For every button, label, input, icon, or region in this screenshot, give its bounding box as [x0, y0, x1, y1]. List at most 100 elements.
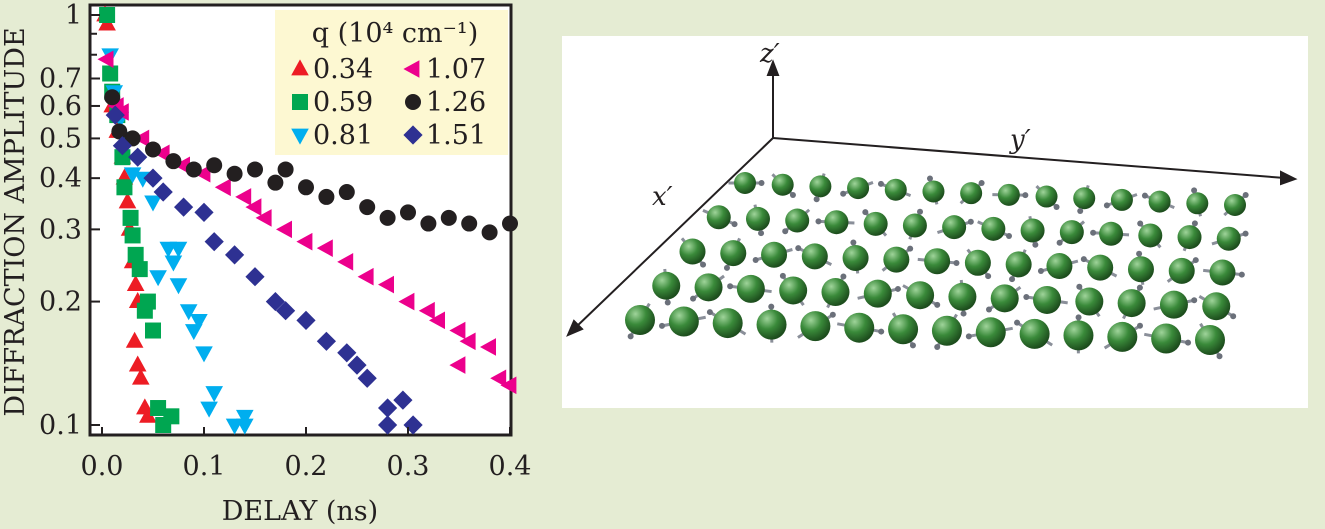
atom-sphere — [1110, 188, 1133, 211]
atom-sphere — [906, 281, 935, 310]
legend-label: 0.34 — [313, 54, 373, 85]
data-point-square — [139, 293, 156, 310]
spin-arrow-head-icon — [907, 245, 914, 252]
spin-arrow-icon — [1078, 184, 1090, 212]
data-point-circle — [165, 153, 182, 170]
legend-title: q (10⁴ cm⁻¹) — [312, 18, 479, 49]
spin-arrow-icon — [629, 302, 651, 338]
spin-arrow-icon — [1143, 332, 1189, 345]
spin-arrow-head-icon — [1090, 229, 1097, 236]
atom-sphere — [997, 183, 1020, 206]
data-point-triangle-left — [133, 129, 150, 148]
spin-arrow-head-icon — [1056, 239, 1063, 246]
spin-arrow-icon — [709, 310, 747, 336]
spin-arrow-head-icon — [768, 303, 775, 310]
spin-arrow-icon — [1083, 257, 1118, 278]
atom-sphere — [736, 274, 765, 303]
legend-marker-square — [292, 94, 308, 110]
atom-sphere — [1127, 256, 1154, 283]
data-point-square — [124, 227, 141, 244]
data-point-square — [145, 322, 161, 339]
atom-sphere — [679, 238, 706, 265]
data-point-circle — [379, 209, 396, 226]
spin-arrow-icon — [797, 246, 833, 266]
y-tick-label: 0.6 — [39, 91, 82, 122]
spin-arrow-icon — [1153, 298, 1195, 311]
y-tick-label: 0.7 — [39, 64, 82, 95]
atom-sphere — [821, 278, 850, 307]
data-point-diamond — [265, 291, 285, 312]
data-point-circle — [420, 215, 437, 232]
data-point-diamond — [153, 182, 173, 202]
data-point-triangle-down — [164, 255, 183, 272]
legend-label: 1.51 — [426, 120, 486, 151]
spin-arrow-icon — [1026, 295, 1068, 305]
atom-sphere — [734, 172, 756, 194]
spin-arrow-icon — [836, 322, 882, 334]
atom-sphere — [1035, 185, 1058, 208]
spin-arrow-head-icon — [840, 273, 847, 280]
atom-sphere — [824, 210, 849, 235]
atom-sphere — [1019, 318, 1050, 349]
data-point-triangle-left — [459, 332, 476, 351]
atom-sphere — [1148, 190, 1171, 213]
atom-sphere — [761, 241, 788, 268]
spin-arrow-icon — [1040, 259, 1079, 273]
spin-arrow-head-icon — [1006, 232, 1013, 239]
spin-arrow-head-icon — [877, 180, 884, 187]
data-point-circle — [318, 188, 335, 205]
data-point-triangle-left — [235, 188, 252, 206]
atom-sphere — [1202, 292, 1231, 321]
atom-sphere — [712, 308, 743, 339]
spin-arrow-head-icon — [1032, 241, 1039, 248]
data-point-triangle-down — [149, 270, 167, 287]
legend-marker-triangle-up — [291, 59, 309, 76]
spin-arrow-head-icon — [731, 221, 738, 228]
y-axis-label: DIFFRACTION AMPLITUDE — [0, 27, 31, 416]
data-point-triangle-left — [449, 356, 466, 374]
data-point-triangle-down — [185, 324, 203, 341]
atom-sphere — [785, 208, 810, 233]
spin-arrow-head-icon — [690, 295, 697, 302]
spin-arrow-icon — [784, 208, 811, 233]
atom-sphere — [1177, 225, 1202, 250]
spin-arrow-icon — [1010, 249, 1027, 280]
spin-arrow-head-icon — [1103, 202, 1110, 209]
atom-sphere — [1046, 253, 1073, 280]
atom-sphere — [960, 182, 983, 205]
spin-arrow-head-icon — [1191, 297, 1198, 304]
legend-label: 1.07 — [426, 54, 486, 85]
y-tick-label: 0.3 — [39, 214, 82, 245]
data-point-diamond — [276, 301, 296, 321]
data-point-square — [99, 7, 116, 23]
spin-arrow-head-icon — [1238, 271, 1245, 278]
data-point-circle — [277, 161, 294, 178]
legend-label: 1.26 — [426, 87, 486, 118]
spin-arrow-icon — [1093, 231, 1130, 237]
x-tick-label: 0.0 — [81, 451, 124, 482]
spin-arrow-head-icon — [664, 299, 671, 306]
data-point-triangle-down — [144, 195, 162, 212]
atom-sphere — [1087, 254, 1114, 281]
spin-arrow-icon — [692, 274, 725, 300]
spin-arrow-icon — [935, 313, 958, 348]
atom-sphere — [844, 312, 875, 343]
data-point-triangle-left — [429, 311, 445, 330]
data-point-triangle-up — [118, 192, 137, 209]
data-point-diamond — [357, 368, 377, 388]
spin-arrow-icon — [977, 220, 1010, 238]
data-point-triangle-left — [357, 267, 374, 286]
spin-arrow-icon — [1122, 286, 1142, 320]
data-point-circle — [440, 209, 457, 226]
atom-sphere — [1073, 187, 1096, 210]
atom-sphere — [1107, 321, 1138, 352]
data-point-diamond — [337, 343, 357, 363]
atom-sphere — [809, 175, 832, 198]
data-point-diamond — [378, 398, 398, 418]
spin-arrow-icon — [769, 306, 774, 343]
spin-arrow-head-icon — [965, 333, 972, 340]
data-point-triangle-down — [190, 313, 208, 330]
atom-sphere — [720, 240, 747, 267]
spin-arrow-head-icon — [1136, 250, 1143, 257]
y-tick-label: 0.4 — [39, 163, 82, 194]
